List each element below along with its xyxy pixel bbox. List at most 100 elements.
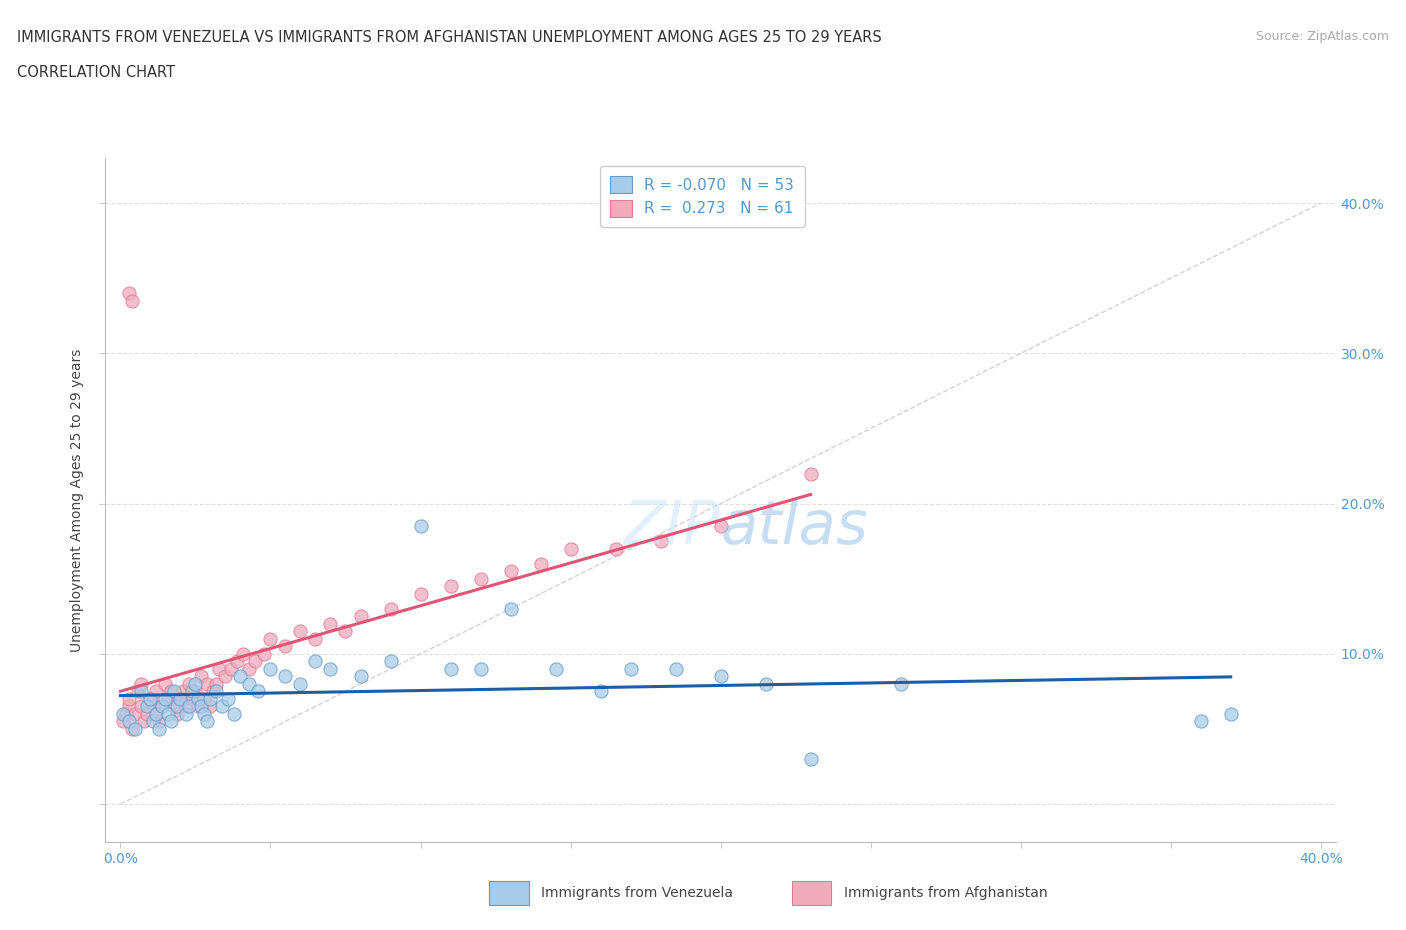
Point <box>349 609 371 624</box>
Point <box>202 684 225 698</box>
Point <box>274 639 297 654</box>
Point <box>335 624 357 639</box>
Point <box>145 707 167 722</box>
Point <box>166 707 188 722</box>
Point <box>127 684 149 698</box>
Point <box>755 676 778 691</box>
Point <box>290 624 312 639</box>
Point <box>160 684 183 698</box>
Point <box>409 586 432 601</box>
Point <box>224 707 246 722</box>
Point <box>148 714 170 729</box>
Point <box>118 692 141 707</box>
Point <box>157 707 180 722</box>
Legend: R = -0.070   N = 53, R =  0.273   N = 61: R = -0.070 N = 53, R = 0.273 N = 61 <box>600 166 804 227</box>
Point <box>349 669 371 684</box>
Point <box>181 684 204 698</box>
Point <box>226 654 249 669</box>
Point <box>380 602 402 617</box>
Point <box>131 684 153 698</box>
Point <box>118 286 141 300</box>
Point <box>184 676 207 691</box>
Text: IMMIGRANTS FROM VENEZUELA VS IMMIGRANTS FROM AFGHANISTAN UNEMPLOYMENT AMONG AGES: IMMIGRANTS FROM VENEZUELA VS IMMIGRANTS … <box>17 30 882 45</box>
Point <box>179 699 201 714</box>
Point <box>1189 714 1212 729</box>
Point <box>409 519 432 534</box>
Text: atlas: atlas <box>721 498 869 557</box>
Point <box>160 714 183 729</box>
Point <box>163 699 186 714</box>
Point <box>200 699 222 714</box>
Point <box>166 699 188 714</box>
Point <box>179 676 201 691</box>
Point <box>136 707 159 722</box>
Point <box>605 541 627 556</box>
Point <box>650 534 672 549</box>
Point <box>157 692 180 707</box>
Point <box>470 661 492 676</box>
Point <box>190 699 212 714</box>
Point <box>589 684 612 698</box>
Point <box>169 692 191 707</box>
Point <box>142 699 165 714</box>
Point <box>118 714 141 729</box>
Point <box>200 692 222 707</box>
Point <box>121 293 143 308</box>
Point <box>184 684 207 698</box>
Point <box>319 661 342 676</box>
Point <box>193 707 215 722</box>
Point <box>187 692 209 707</box>
Point <box>238 661 260 676</box>
Point <box>245 654 267 669</box>
Point <box>214 669 236 684</box>
Point <box>619 661 641 676</box>
Point <box>197 714 219 729</box>
Point <box>205 684 228 698</box>
Point <box>131 676 153 691</box>
Point <box>172 684 194 698</box>
Point <box>142 714 165 729</box>
Point <box>176 699 198 714</box>
Point <box>710 519 733 534</box>
Point <box>439 578 461 593</box>
Point <box>148 722 170 737</box>
Text: Source: ZipAtlas.com: Source: ZipAtlas.com <box>1256 30 1389 43</box>
Point <box>529 556 551 571</box>
Point <box>274 669 297 684</box>
Point <box>155 676 177 691</box>
Point <box>139 692 162 707</box>
Point <box>439 661 461 676</box>
Point <box>560 541 582 556</box>
Point <box>181 692 204 707</box>
Text: Immigrants from Venezuela: Immigrants from Venezuela <box>541 885 734 900</box>
Point <box>190 669 212 684</box>
Point <box>499 564 522 578</box>
Point <box>259 661 281 676</box>
Text: ZIP: ZIP <box>624 498 721 557</box>
Point <box>112 707 135 722</box>
Point <box>115 707 138 722</box>
Point <box>152 699 174 714</box>
Point <box>1219 707 1241 722</box>
Y-axis label: Unemployment Among Ages 25 to 29 years: Unemployment Among Ages 25 to 29 years <box>70 348 84 652</box>
Point <box>470 571 492 586</box>
Point <box>145 707 167 722</box>
Point <box>890 676 912 691</box>
Point <box>121 722 143 737</box>
Point <box>664 661 686 676</box>
Point <box>208 661 231 676</box>
Point <box>176 707 198 722</box>
Point <box>197 676 219 691</box>
Point <box>139 692 162 707</box>
Point <box>112 714 135 729</box>
Point <box>304 654 326 669</box>
Point <box>118 699 141 714</box>
Point <box>259 631 281 646</box>
Text: CORRELATION CHART: CORRELATION CHART <box>17 65 174 80</box>
Point <box>499 602 522 617</box>
Point <box>319 617 342 631</box>
Text: Immigrants from Afghanistan: Immigrants from Afghanistan <box>844 885 1047 900</box>
Point <box>163 684 186 698</box>
Point <box>304 631 326 646</box>
Point <box>218 692 240 707</box>
